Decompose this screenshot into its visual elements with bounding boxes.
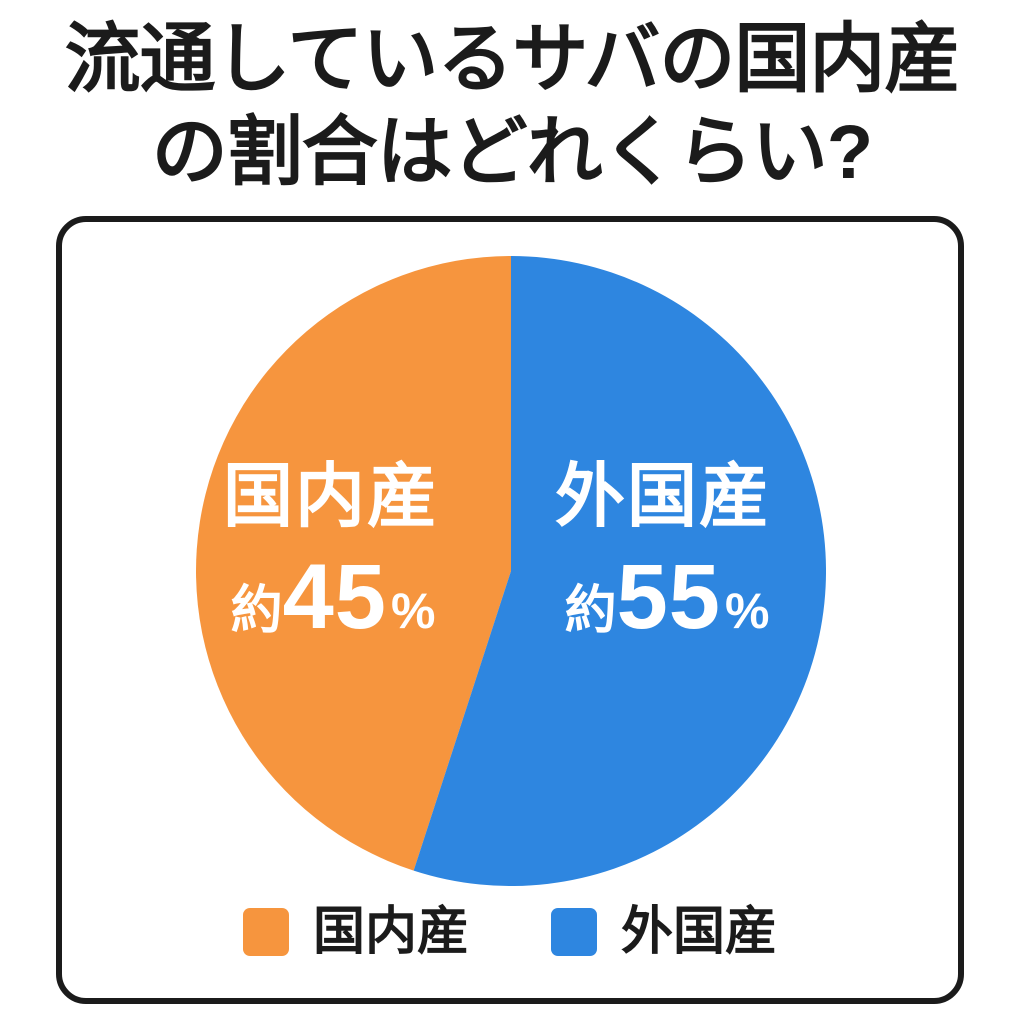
slice-value-domestic-number: 45: [282, 546, 387, 648]
pie-svg: [196, 256, 826, 886]
legend-swatch-foreign-icon: [551, 908, 597, 956]
legend-label-domestic: 国内産: [312, 903, 469, 961]
chart-legend: 国内産 外国産: [62, 906, 958, 958]
pie-slice-domestic: [196, 256, 511, 871]
slice-value-foreign-unit: %: [724, 583, 770, 639]
slice-label-domestic: 国内産: [223, 457, 439, 535]
legend-item-foreign: 外国産: [551, 906, 777, 958]
pie-slice-foreign: [413, 256, 826, 886]
slice-value-foreign-prefix: 約: [564, 582, 617, 640]
slice-value-domestic-unit: %: [390, 583, 436, 639]
legend-label-foreign: 外国産: [621, 903, 778, 961]
pie-chart: 国内産 約45% 外国産 約55%: [196, 256, 826, 886]
legend-swatch-domestic-icon: [242, 908, 289, 956]
slice-value-domestic-prefix: 約: [230, 582, 283, 640]
slice-value-foreign: 約55%: [565, 551, 770, 643]
legend-item-domestic: 国内産: [242, 903, 469, 961]
slice-value-domestic: 約45%: [231, 551, 436, 643]
page-title-line1: 流通しているサバの国内産: [64, 17, 961, 102]
page-title-line2: の割合はどれくらい?: [151, 109, 873, 195]
slice-label-foreign: 外国産: [555, 457, 771, 535]
page-title: 流通しているサバの国内産 の割合はどれくらい?: [0, 14, 1024, 199]
chart-card: 国内産 約45% 外国産 約55% 国内産 外国産: [56, 216, 964, 1004]
slice-value-foreign-number: 55: [616, 546, 721, 648]
